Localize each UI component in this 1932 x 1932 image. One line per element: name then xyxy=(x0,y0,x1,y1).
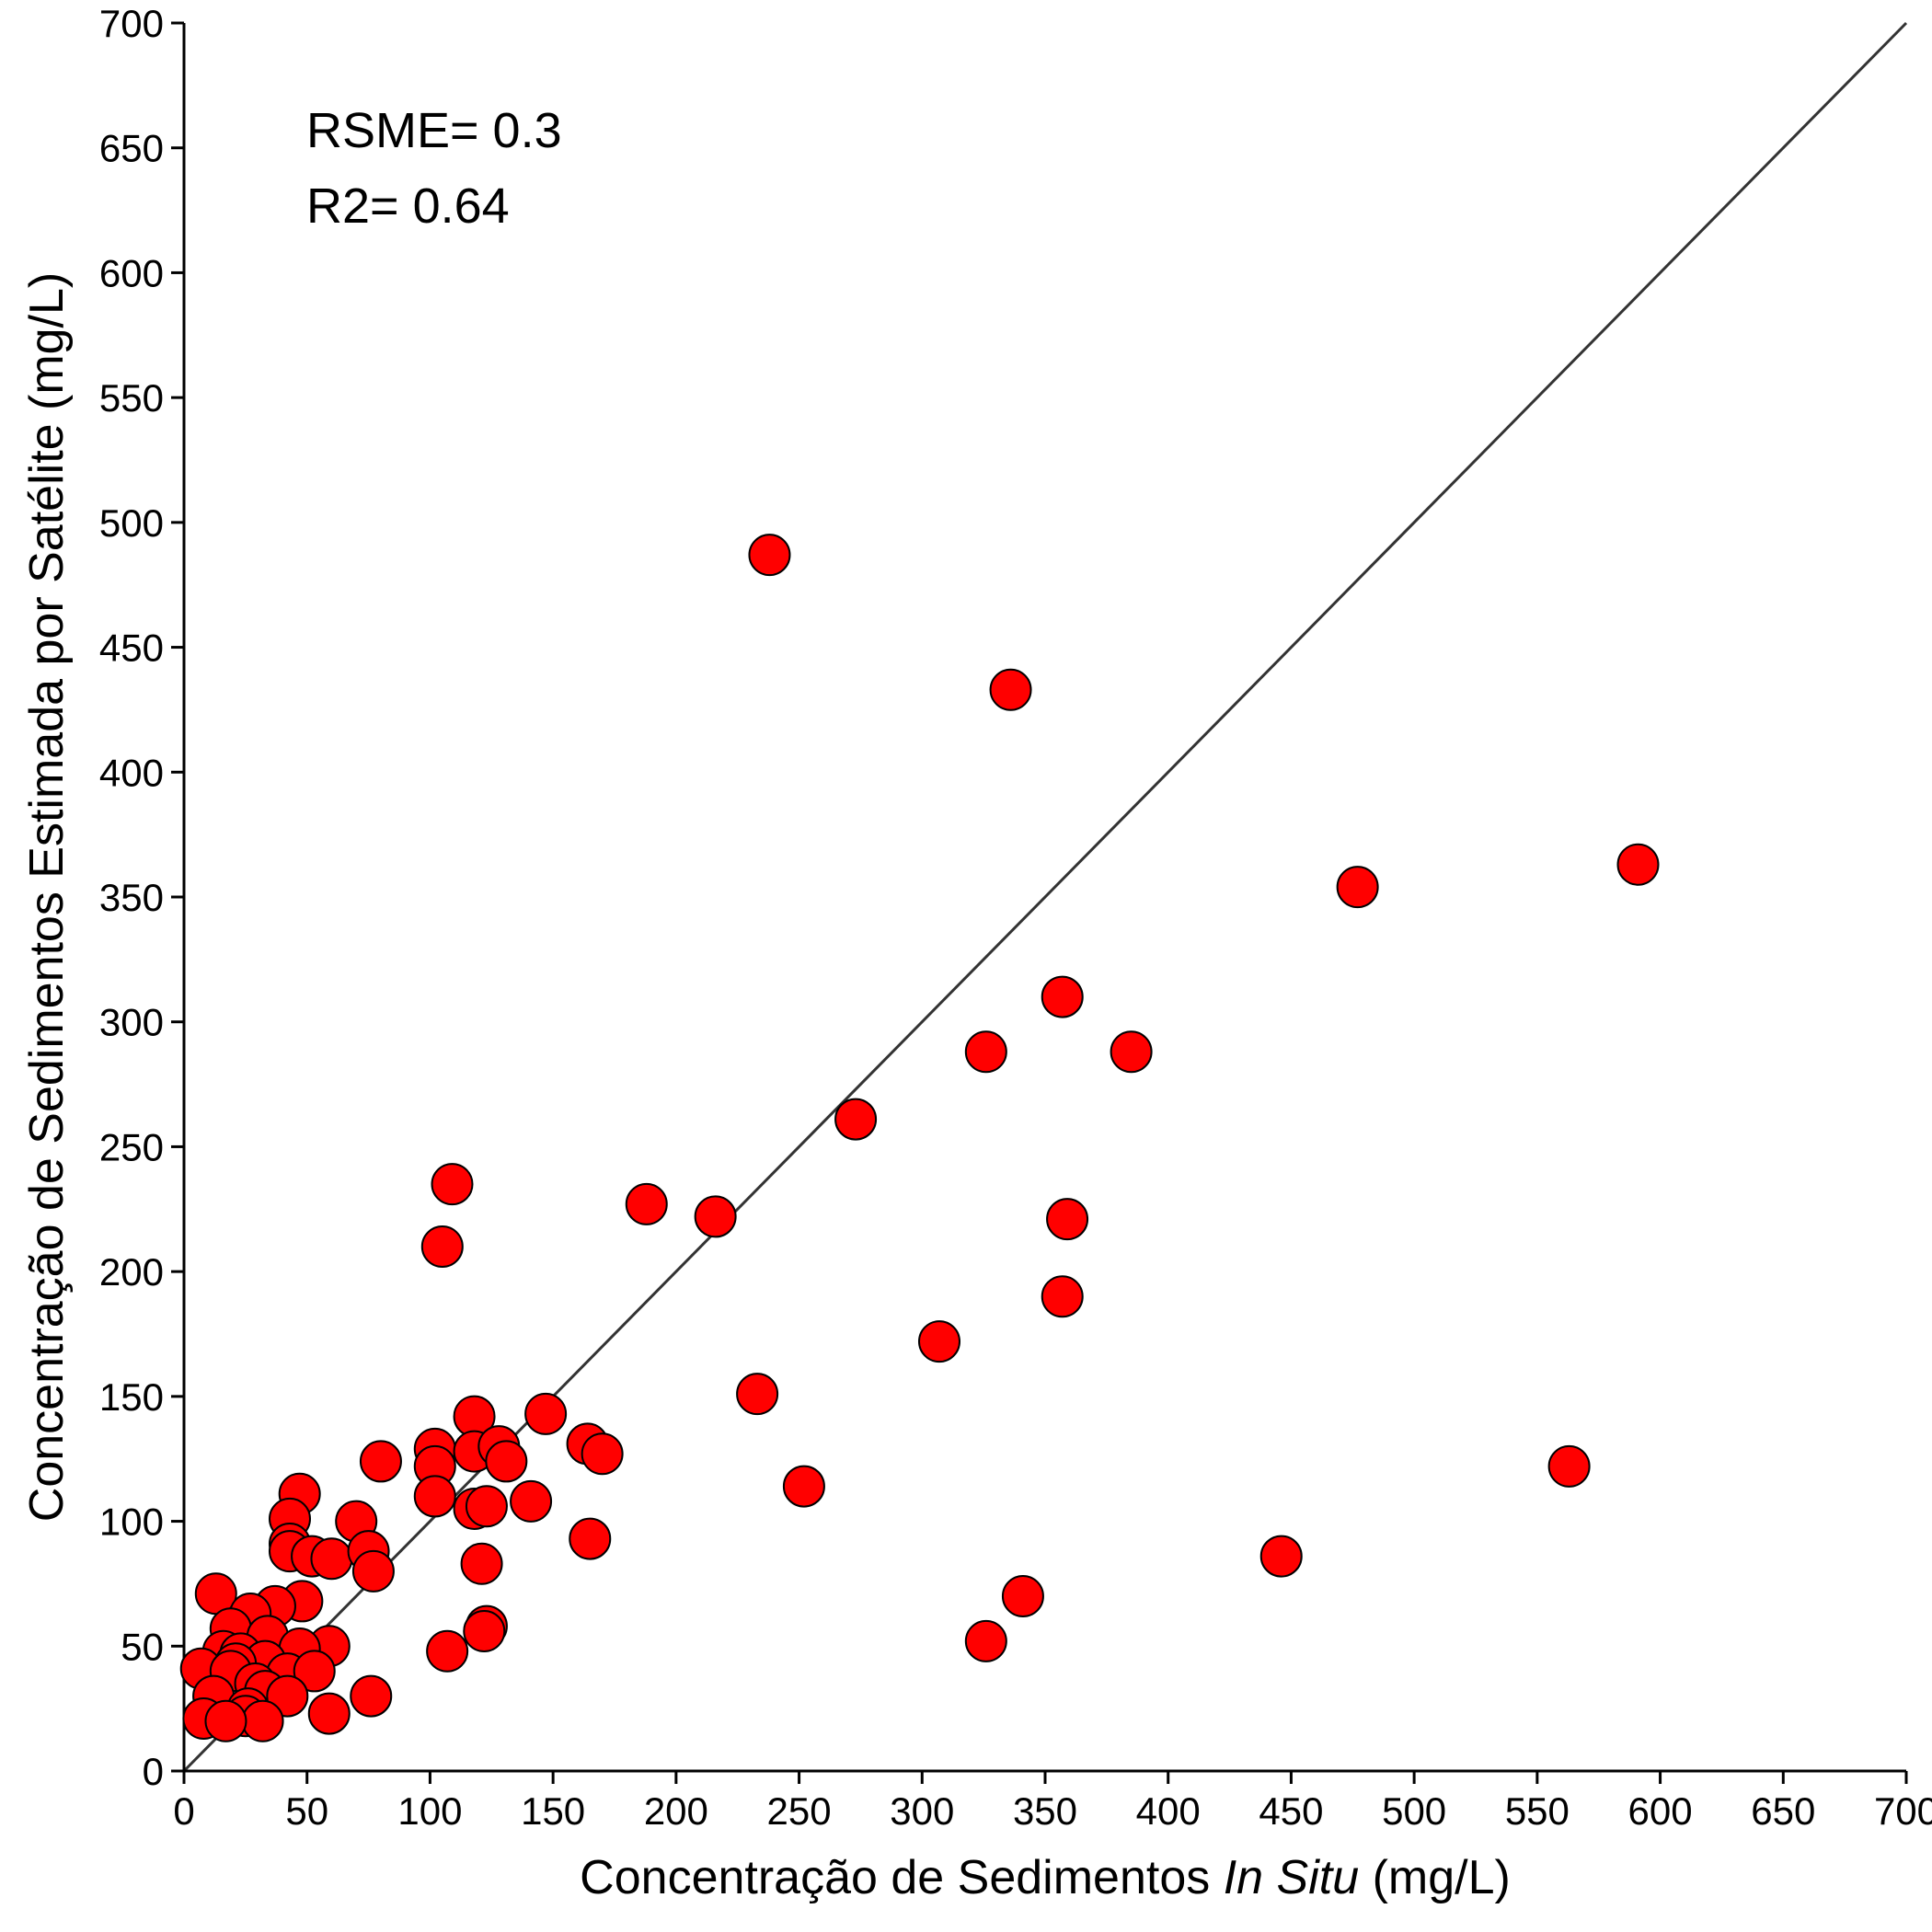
data-point xyxy=(460,1542,503,1585)
x-axis-title-italic: In Situ xyxy=(1224,1851,1359,1904)
data-point xyxy=(1336,866,1379,909)
data-point xyxy=(204,1699,247,1742)
data-point xyxy=(359,1440,402,1483)
x-tick-label: 650 xyxy=(1751,1789,1815,1833)
data-point xyxy=(310,1537,353,1581)
y-tick-label: 0 xyxy=(143,1750,164,1793)
y-tick-label: 700 xyxy=(99,2,164,45)
x-tick-label: 150 xyxy=(521,1789,585,1833)
x-tick-label: 700 xyxy=(1874,1789,1932,1833)
data-point xyxy=(748,534,791,577)
data-point xyxy=(625,1182,668,1225)
data-point xyxy=(1046,1198,1089,1241)
x-tick-label: 600 xyxy=(1628,1789,1693,1833)
y-tick-label: 250 xyxy=(99,1125,164,1168)
data-point xyxy=(918,1320,961,1363)
data-point xyxy=(782,1465,825,1508)
identity-line xyxy=(182,21,1908,1773)
data-point xyxy=(964,1619,1007,1662)
y-tick-label: 350 xyxy=(99,876,164,919)
data-point xyxy=(1259,1535,1303,1578)
data-point xyxy=(1110,1030,1153,1074)
rsme-annotation: RSME= 0.3 xyxy=(306,103,562,158)
data-point xyxy=(1616,843,1660,886)
x-tick-label: 400 xyxy=(1136,1789,1201,1833)
reference-line-layer xyxy=(182,21,1908,1773)
x-axis-title-suffix: (mg/L) xyxy=(1359,1851,1511,1904)
y-tick-label: 550 xyxy=(99,376,164,420)
x-tick-label: 300 xyxy=(890,1789,954,1833)
data-point xyxy=(1041,1275,1084,1318)
data-point xyxy=(485,1440,528,1483)
y-tick-label: 100 xyxy=(99,1501,164,1544)
data-point xyxy=(241,1699,284,1742)
y-tick-label: 200 xyxy=(99,1250,164,1294)
x-tick-label: 500 xyxy=(1382,1789,1446,1833)
y-axis-title: Concentração de Sedimentos Estimada por … xyxy=(20,272,74,1522)
axes: 0 50 100 150 200 250 300 350 400 450 500 550 600 650 7… xyxy=(99,2,1932,1833)
data-point xyxy=(581,1432,624,1476)
data-point xyxy=(351,1549,395,1593)
y-tick-label: 150 xyxy=(99,1375,164,1419)
data-point xyxy=(350,1674,393,1718)
data-point xyxy=(431,1163,474,1206)
y-tick-label: 400 xyxy=(99,751,164,794)
y-tick-label: 650 xyxy=(99,127,164,170)
x-tick-label: 0 xyxy=(173,1789,194,1833)
data-point xyxy=(989,668,1032,711)
data-point xyxy=(307,1692,351,1735)
data-point xyxy=(1547,1444,1591,1488)
data-point xyxy=(569,1517,612,1560)
y-tick-label: 500 xyxy=(99,501,164,545)
data-point xyxy=(834,1098,878,1141)
x-tick-label: 100 xyxy=(397,1789,462,1833)
data-point xyxy=(1001,1575,1044,1617)
annotations: RSME= 0.3 R2= 0.64 xyxy=(306,103,562,234)
data-point xyxy=(1041,975,1084,1018)
data-point xyxy=(510,1479,553,1523)
data-point xyxy=(463,1610,506,1652)
data-point xyxy=(426,1629,469,1673)
y-tick-label: 450 xyxy=(99,627,164,670)
data-point xyxy=(413,1475,456,1518)
data-points xyxy=(179,534,1660,1742)
x-tick-label: 200 xyxy=(644,1789,708,1833)
x-tick-label: 250 xyxy=(767,1789,832,1833)
data-point xyxy=(420,1225,464,1268)
data-point xyxy=(736,1373,779,1416)
r2-annotation: R2= 0.64 xyxy=(306,178,510,234)
y-tick-label: 50 xyxy=(121,1625,164,1668)
data-point xyxy=(964,1030,1007,1074)
x-tick-label: 450 xyxy=(1259,1789,1323,1833)
x-tick-label: 50 xyxy=(285,1789,328,1833)
data-point xyxy=(524,1392,568,1435)
data-point xyxy=(465,1485,508,1528)
x-tick-label: 350 xyxy=(1013,1789,1077,1833)
y-tick-label: 300 xyxy=(99,1001,164,1044)
x-axis-title-prefix: Concentração de Sedimentos xyxy=(580,1851,1224,1904)
x-tick-label: 550 xyxy=(1505,1789,1570,1833)
axis-titles: Concentração de Sedimentos In Situ (mg/L… xyxy=(20,272,1511,1904)
x-axis-title: Concentração de Sedimentos In Situ (mg/L… xyxy=(580,1851,1511,1904)
y-tick-label: 600 xyxy=(99,251,164,294)
data-point xyxy=(694,1195,737,1238)
data-point xyxy=(293,1650,336,1693)
